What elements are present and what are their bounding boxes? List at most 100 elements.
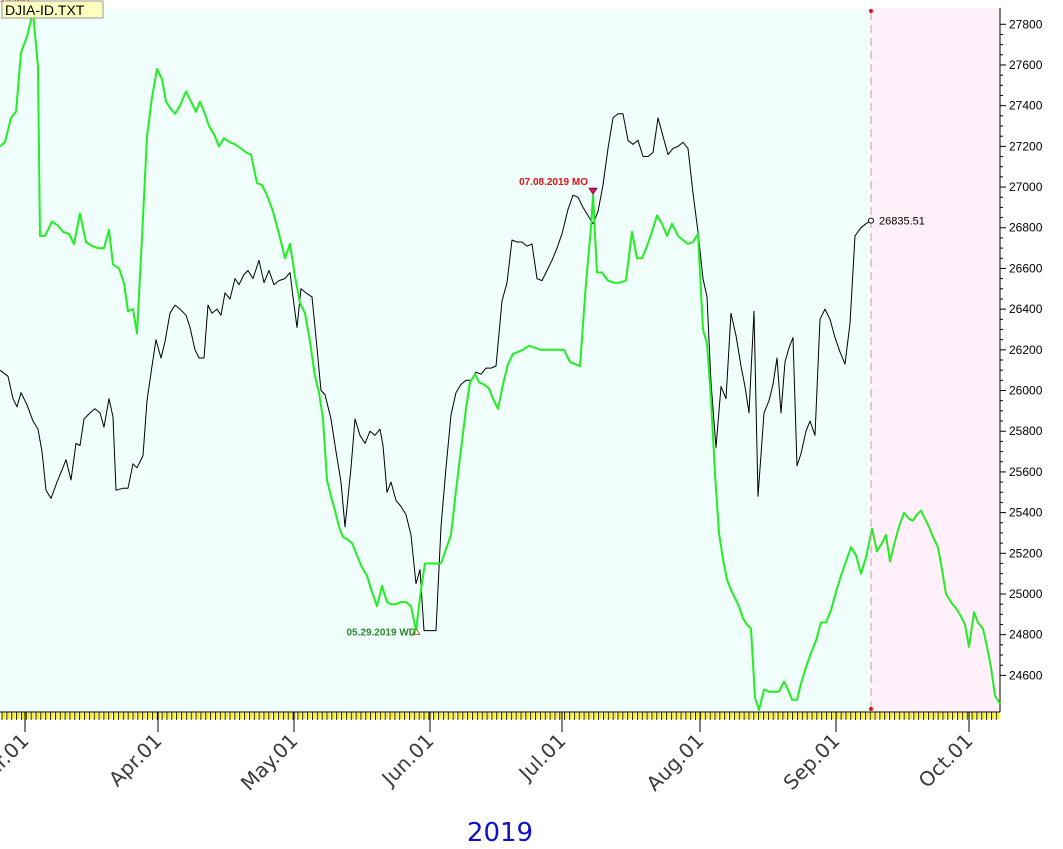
- y-tick-label: 25600: [1009, 465, 1043, 479]
- x-day-tick-fill: [11, 713, 15, 719]
- x-day-tick-fill: [535, 713, 539, 719]
- x-day-tick-fill: [487, 713, 490, 719]
- x-day-tick-fill: [477, 713, 481, 719]
- x-axis: Mar.01 Apr.01 May.01 Jun.01 Jul.01 Aug.01 Sep.…: [0, 711, 1000, 796]
- x-day-tick-fill: [627, 713, 631, 719]
- x-day-tick-fill: [118, 713, 122, 719]
- x-day-tick-fill: [904, 713, 908, 719]
- x-day-tick-fill: [356, 713, 360, 719]
- x-day-tick-fill: [186, 713, 190, 719]
- x-day-tick-fill: [433, 713, 437, 719]
- x-day-tick-fill: [409, 713, 413, 719]
- x-day-tick-fill: [244, 713, 248, 719]
- x-day-tick-fill: [787, 713, 791, 719]
- x-day-tick-fill: [579, 713, 583, 719]
- x-day-tick-fill: [326, 713, 330, 719]
- x-day-tick-fill: [938, 713, 942, 719]
- x-day-tick-fill: [307, 713, 311, 719]
- y-tick-label: 27400: [1009, 99, 1043, 113]
- x-day-tick-fill: [215, 713, 219, 719]
- x-day-tick-fill: [923, 713, 927, 719]
- x-day-tick-fill: [520, 713, 524, 719]
- x-day-tick-fill: [103, 713, 107, 719]
- series-group: [0, 11, 1001, 711]
- x-day-tick-fill: [540, 713, 544, 719]
- x-day-tick-fill: [128, 713, 132, 719]
- x-day-tick-fill: [438, 713, 442, 719]
- x-day-tick-fill: [16, 713, 20, 719]
- x-day-tick-fill: [807, 713, 811, 719]
- x-day-tick-fill: [613, 713, 617, 719]
- annotation-label: 05.29.2019 WD: [347, 628, 417, 639]
- x-day-tick-fill: [108, 713, 112, 719]
- x-day-tick-fill: [986, 713, 990, 719]
- x-day-tick-fill: [249, 713, 253, 719]
- x-day-tick-fill: [811, 713, 815, 719]
- y-tick-label: 26400: [1009, 302, 1043, 316]
- x-day-tick-fill: [841, 713, 845, 719]
- x-day-tick-fill: [705, 713, 709, 719]
- x-day-tick-fill: [467, 713, 471, 719]
- x-day-tick-fill: [816, 713, 820, 719]
- x-day-tick-fill: [962, 713, 966, 719]
- x-day-tick-fill: [598, 713, 602, 719]
- x-day-tick-fill: [559, 713, 563, 719]
- x-day-tick-fill: [142, 713, 146, 719]
- x-day-tick-fill: [593, 713, 597, 719]
- x-day-tick-fill: [278, 713, 282, 719]
- y-tick-label: 27000: [1009, 180, 1043, 194]
- x-day-tick-fill: [399, 713, 403, 719]
- y-tick-label: 27800: [1009, 17, 1043, 31]
- x-day-tick-fill: [210, 713, 214, 719]
- x-day-tick-fill: [229, 713, 233, 719]
- x-day-tick-fill: [496, 713, 500, 719]
- x-day-tick-fill: [676, 713, 680, 719]
- x-day-tick-fill: [637, 713, 641, 719]
- annotation-marker: [411, 627, 421, 636]
- x-day-tick-fill: [714, 713, 718, 719]
- x-day-tick-fill: [414, 713, 418, 719]
- x-day-tick-fill: [283, 713, 287, 719]
- x-day-tick-fill: [312, 713, 316, 719]
- y-axis: 24600 24800 25000 25200 25400 25600 25800 26000…: [999, 8, 1043, 712]
- x-day-tick-fill: [157, 713, 161, 719]
- x-day-tick-fill: [564, 713, 568, 719]
- x-day-tick-fill: [336, 713, 340, 719]
- x-day-tick-fill: [448, 713, 452, 719]
- x-month-label: Apr.01: [104, 729, 167, 792]
- x-day-tick-fill: [831, 713, 835, 719]
- x-day-tick-fill: [681, 713, 684, 719]
- x-day-tick-fill: [55, 713, 59, 719]
- x-day-tick-fill: [574, 713, 578, 719]
- projection-background: [871, 8, 1000, 712]
- x-day-tick-fill: [6, 713, 10, 719]
- x-day-tick-fill: [234, 713, 238, 719]
- x-day-tick-fill: [462, 713, 466, 719]
- x-day-tick-fill: [899, 713, 903, 719]
- x-day-tick-fill: [302, 713, 306, 719]
- x-day-tick-fill: [695, 713, 699, 719]
- x-day-tick-fill: [341, 713, 345, 719]
- x-day-tick-fill: [351, 713, 355, 719]
- x-day-tick-fill: [879, 713, 883, 719]
- projection-line: [0, 11, 1001, 711]
- x-day-tick-fill: [569, 713, 573, 719]
- x-day-tick-fill: [700, 713, 704, 719]
- x-day-tick-fill: [782, 713, 786, 719]
- x-day-tick-fill: [453, 713, 457, 719]
- x-day-tick-fill: [69, 713, 73, 719]
- x-day-tick-fill: [79, 713, 83, 719]
- x-day-tick-fill: [758, 713, 762, 719]
- year-label: 2019: [467, 818, 533, 848]
- x-day-tick-fill: [89, 713, 93, 719]
- title-box: DJIA-ID.TXT: [1, 0, 104, 19]
- x-day-tick-fill: [865, 713, 869, 719]
- x-day-tick-fill: [530, 713, 534, 719]
- x-day-tick-fill: [651, 713, 655, 719]
- x-day-tick-fill: [2, 713, 5, 719]
- x-day-tick-fill: [778, 713, 781, 719]
- last-price-marker: [868, 217, 874, 224]
- x-month-label: Jun.01: [376, 729, 439, 792]
- x-day-tick-fill: [147, 713, 151, 719]
